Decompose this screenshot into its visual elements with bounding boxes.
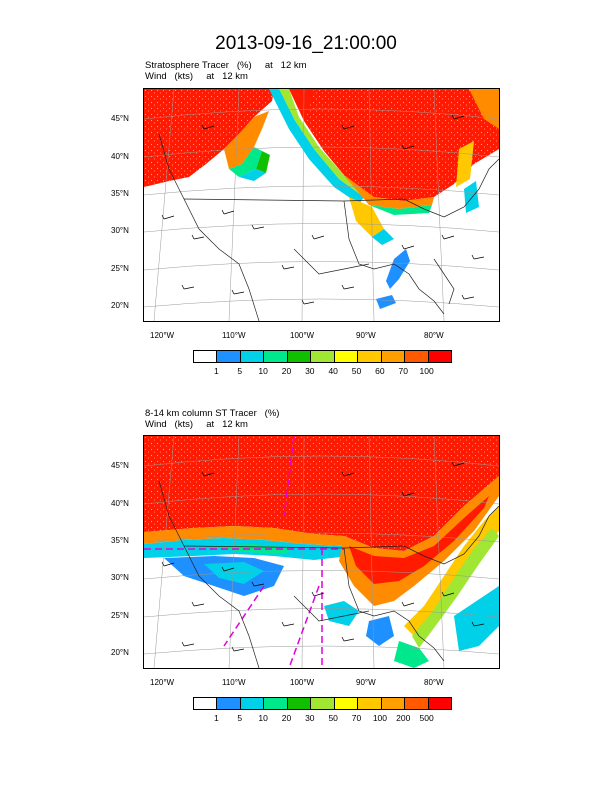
panel1-colorbar-label: 60 bbox=[375, 366, 385, 376]
panel1-colorbar-swatch bbox=[381, 351, 406, 362]
panel2-colorbar-label: 100 bbox=[372, 713, 387, 723]
panel2-colorbar-label: 5 bbox=[237, 713, 243, 723]
panel1-lat-label: 35°N bbox=[111, 189, 129, 198]
panel2-colorbar-swatch bbox=[240, 698, 265, 709]
panel1-colorbar-swatch bbox=[334, 351, 359, 362]
panel2-lat-label: 25°N bbox=[111, 611, 129, 620]
panel2-lon-label: 100°W bbox=[290, 678, 315, 687]
panel1-colorbar-swatch bbox=[217, 351, 241, 362]
panel1-lon-label: 90°W bbox=[356, 331, 376, 340]
panel1-colorbar-label: 100 bbox=[419, 366, 434, 376]
panel2-colorbar-label: 10 bbox=[258, 713, 268, 723]
panel2-colorbar-swatch bbox=[428, 698, 451, 709]
panel1-lat-label: 25°N bbox=[111, 264, 129, 273]
panel1-colorbar-label: 5 bbox=[237, 366, 243, 376]
panel1-lat-label: 20°N bbox=[111, 301, 129, 310]
panel2-lon-label: 120°W bbox=[150, 678, 175, 687]
panel2-colorbar-swatch bbox=[264, 698, 288, 709]
panel1-colorbar-label: 40 bbox=[328, 366, 338, 376]
panel2-colorbar-swatch bbox=[358, 698, 382, 709]
panel2-colorbar-swatch bbox=[194, 698, 218, 709]
panel1-subtitle-tracer: Stratosphere Tracer (%) at 12 km bbox=[145, 60, 307, 71]
panel2-colorbar-label: 1 bbox=[213, 713, 219, 723]
panel1-colorbar-label: 1 bbox=[213, 366, 219, 376]
panel2-lat-label: 40°N bbox=[111, 499, 129, 508]
panel2-colorbar-label: 500 bbox=[419, 713, 434, 723]
panel2-lat-label: 45°N bbox=[111, 461, 129, 470]
panel2-subtitle-wind: Wind (kts) at 12 km bbox=[145, 419, 248, 430]
panel1-map-canvas bbox=[144, 89, 499, 321]
panel1-colorbar-swatch bbox=[358, 351, 382, 362]
panel2-map bbox=[143, 435, 500, 669]
panel2-colorbar-label: 200 bbox=[396, 713, 411, 723]
panel1-colorbar-swatch bbox=[311, 351, 335, 362]
panel1-lon-label: 80°W bbox=[424, 331, 444, 340]
panel1-colorbar-label: 70 bbox=[398, 366, 408, 376]
plot-title: 2013-09-16_21:00:00 bbox=[215, 33, 397, 54]
panel2-colorbar-labels: 1 5 10 20 30 50 70 100 200 500 bbox=[193, 713, 450, 725]
panel2-colorbar-swatch bbox=[334, 698, 359, 709]
panel1-lat-label: 40°N bbox=[111, 152, 129, 161]
panel2-lat-label: 20°N bbox=[111, 648, 129, 657]
panel2-subtitle-tracer: 8-14 km column ST Tracer (%) bbox=[145, 408, 280, 419]
panel2-map-canvas bbox=[144, 436, 499, 668]
panel2-colorbar-swatch bbox=[287, 698, 312, 709]
panel1-colorbar-label: 10 bbox=[258, 366, 268, 376]
panel2-colorbar-swatch bbox=[405, 698, 429, 709]
panel1-colorbar-labels: 1 5 10 20 30 40 50 60 70 100 bbox=[193, 366, 450, 378]
panel2-lon-label: 110°W bbox=[222, 678, 246, 687]
panel2-lat-label: 30°N bbox=[111, 573, 129, 582]
panel1-lon-label: 110°W bbox=[222, 331, 246, 340]
panel2-colorbar-label: 30 bbox=[305, 713, 315, 723]
panel1-colorbar-swatch bbox=[428, 351, 451, 362]
panel2-lon-label: 90°W bbox=[356, 678, 376, 687]
panel2-colorbar-label: 20 bbox=[281, 713, 292, 723]
panel1-colorbar-swatch bbox=[194, 351, 218, 362]
panel1-colorbar-label: 30 bbox=[305, 366, 315, 376]
panel1-colorbar-label: 20 bbox=[281, 366, 292, 376]
panel2-colorbar-swatch bbox=[311, 698, 335, 709]
panel1-colorbar-swatch bbox=[287, 351, 312, 362]
panel2-colorbar-swatch bbox=[381, 698, 406, 709]
panel2-colorbar-label: 70 bbox=[351, 713, 362, 723]
panel1-colorbar-swatch bbox=[405, 351, 429, 362]
panel2-colorbar-swatch bbox=[217, 698, 241, 709]
panel1-colorbar bbox=[193, 350, 452, 363]
panel1-lon-label: 100°W bbox=[290, 331, 315, 340]
panel1-colorbar-label: 50 bbox=[351, 366, 362, 376]
panel1-lat-label: 45°N bbox=[111, 114, 129, 123]
panel1-lon-label: 120°W bbox=[150, 331, 175, 340]
panel1-colorbar-swatch bbox=[240, 351, 265, 362]
panel2-colorbar bbox=[193, 697, 452, 710]
panel2-lat-label: 35°N bbox=[111, 536, 129, 545]
panel1-subtitle-wind: Wind (kts) at 12 km bbox=[145, 71, 248, 82]
panel2-colorbar-label: 50 bbox=[328, 713, 338, 723]
panel1-colorbar-swatch bbox=[264, 351, 288, 362]
panel1-map bbox=[143, 88, 500, 322]
panel2-lon-label: 80°W bbox=[424, 678, 444, 687]
panel1-lat-label: 30°N bbox=[111, 226, 129, 235]
